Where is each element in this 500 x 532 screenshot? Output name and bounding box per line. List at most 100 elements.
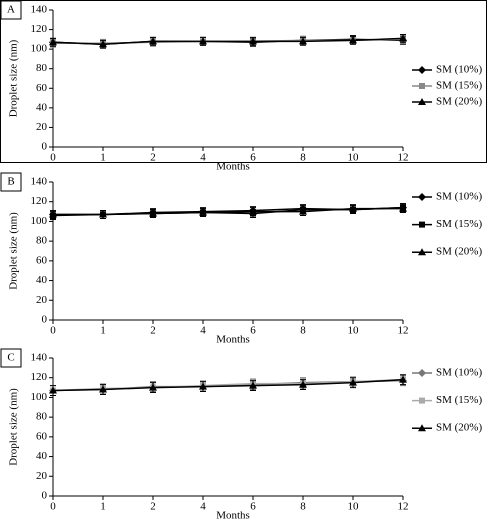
marker	[149, 209, 157, 217]
y-tick-label: 60	[36, 82, 48, 94]
x-tick-label: 10	[348, 152, 360, 164]
x-tick-label: 1	[100, 325, 106, 337]
x-axis-label: Months	[216, 510, 250, 522]
x-tick-label: 10	[348, 501, 360, 513]
y-tick-label: 100	[31, 43, 48, 55]
x-tick-label: 0	[50, 501, 56, 513]
y-tick-label: 20	[36, 470, 48, 482]
marker	[418, 98, 426, 105]
y-tick-label: 40	[36, 450, 48, 462]
x-tick-label: 0	[50, 325, 56, 337]
y-tick-label: 0	[42, 314, 48, 326]
marker	[349, 204, 357, 212]
y-tick-label: 60	[36, 430, 48, 442]
series-line	[52, 378, 404, 392]
panel-label: C	[7, 352, 14, 364]
x-tick-label: 1	[100, 501, 106, 513]
marker	[299, 380, 307, 388]
legend-label: SM (15%)	[436, 394, 482, 406]
marker	[399, 34, 407, 42]
legend-label: SM (10%)	[436, 367, 482, 379]
y-tick-label: 100	[31, 215, 48, 227]
marker	[418, 248, 426, 256]
marker	[299, 207, 307, 215]
x-tick-label: 12	[398, 152, 409, 164]
x-tick-label: 2	[150, 325, 156, 337]
marker	[199, 208, 207, 216]
y-tick-label: 140	[31, 176, 48, 188]
y-tick-label: 60	[36, 254, 48, 266]
y-axis-label: Droplet size (nm)	[8, 212, 20, 290]
marker	[49, 386, 57, 394]
marker	[349, 378, 357, 386]
panel-label-box	[0, 0, 22, 20]
marker	[49, 38, 57, 46]
marker	[199, 382, 207, 390]
legend-label: SM (10%)	[436, 191, 482, 203]
x-tick-label: 4	[200, 501, 206, 513]
y-tick-label: 40	[36, 274, 48, 286]
panel-label: A	[7, 4, 15, 16]
y-tick-label: 0	[42, 490, 48, 502]
marker	[149, 383, 157, 391]
marker	[99, 40, 107, 48]
x-tick-label: 8	[300, 501, 306, 513]
marker	[419, 83, 425, 89]
x-tick-label: 4	[200, 152, 206, 164]
marker	[249, 37, 257, 45]
x-tick-label: 4	[200, 325, 206, 337]
y-axis-label: Droplet size (nm)	[8, 39, 20, 117]
marker	[99, 210, 107, 218]
marker	[99, 385, 107, 393]
y-tick-label: 140	[31, 352, 48, 364]
legend-label: SM (15%)	[436, 218, 482, 230]
x-tick-label: 2	[150, 501, 156, 513]
x-tick-label: 0	[50, 152, 56, 164]
y-tick-label: 20	[36, 121, 48, 133]
marker	[418, 66, 426, 74]
x-axis-label: Months	[216, 334, 250, 346]
marker	[399, 375, 407, 383]
marker	[149, 37, 157, 45]
y-tick-label: 40	[36, 101, 48, 113]
marker	[419, 221, 425, 228]
marker	[249, 207, 257, 215]
legend-label: SM (20%)	[436, 96, 482, 108]
x-tick-label: 2	[150, 152, 156, 164]
x-tick-label: 6	[250, 501, 256, 513]
y-axis-label: Droplet size (nm)	[8, 388, 20, 466]
legend-label: SM (20%)	[436, 422, 482, 434]
marker	[349, 36, 357, 44]
marker	[49, 210, 57, 218]
series-line	[52, 378, 404, 392]
y-tick-label: 80	[36, 411, 48, 423]
series-line	[52, 37, 404, 46]
marker	[249, 381, 257, 389]
panel-border	[0, 0, 487, 163]
x-axis-label: Months	[216, 161, 250, 173]
x-tick-label: 12	[398, 501, 409, 513]
x-tick-label: 6	[250, 152, 256, 164]
x-tick-label: 8	[300, 325, 306, 337]
y-tick-label: 20	[36, 294, 48, 306]
x-tick-label: 1	[100, 152, 106, 164]
y-tick-label: 80	[36, 62, 48, 74]
legend-label: SM (10%)	[436, 64, 482, 76]
y-tick-label: 80	[36, 235, 48, 247]
y-tick-label: 140	[31, 4, 48, 16]
marker	[199, 37, 207, 45]
legend-label: SM (15%)	[436, 80, 482, 92]
marker	[299, 37, 307, 45]
marker	[418, 193, 426, 201]
y-tick-label: 0	[42, 141, 48, 153]
x-tick-label: 10	[348, 325, 360, 337]
panel-label-box	[0, 172, 22, 192]
y-tick-label: 100	[31, 391, 48, 403]
y-tick-label: 120	[31, 23, 48, 35]
x-tick-label: 8	[300, 152, 306, 164]
x-tick-label: 6	[250, 325, 256, 337]
panel-label-box	[0, 348, 22, 368]
series-line	[53, 207, 403, 216]
panel-label: B	[7, 176, 14, 188]
